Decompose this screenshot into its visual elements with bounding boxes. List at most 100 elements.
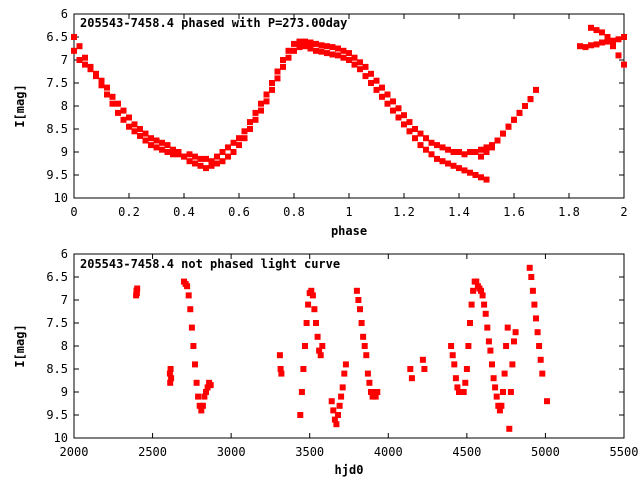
data-point [313, 47, 319, 54]
data-point [307, 45, 314, 52]
data-point [495, 402, 502, 409]
data-point [467, 169, 473, 176]
data-point [196, 402, 203, 409]
x-tick-label: 3500 [295, 445, 324, 459]
data-point [463, 366, 470, 372]
data-point [451, 361, 458, 368]
data-point [478, 287, 484, 294]
data-point [406, 128, 413, 135]
data-point [401, 121, 407, 128]
data-point [164, 142, 171, 149]
data-point [379, 84, 385, 91]
x-tick-label: 2500 [138, 445, 167, 459]
data-point [302, 343, 308, 349]
data-point [461, 167, 468, 174]
data-point [134, 285, 141, 292]
data-point [368, 70, 374, 77]
data-point [166, 370, 173, 377]
data-point [198, 407, 205, 414]
data-point [593, 41, 600, 48]
data-point [539, 370, 546, 377]
data-point [297, 412, 304, 418]
data-point [604, 34, 611, 40]
data-point [181, 153, 187, 160]
data-point [230, 149, 237, 155]
data-point [445, 146, 451, 153]
data-point [280, 63, 286, 70]
data-point [448, 343, 455, 349]
x-tick-label: 0 [70, 205, 77, 219]
data-point [335, 52, 341, 59]
data-point [82, 54, 88, 61]
data-point [303, 320, 310, 326]
data-point [412, 135, 418, 142]
data-point [82, 61, 88, 68]
data-point [621, 61, 627, 68]
data-point [333, 421, 340, 428]
data-point [175, 149, 182, 155]
data-point [328, 398, 335, 405]
data-point [531, 301, 538, 308]
y-tick-label: 7 [61, 53, 68, 67]
data-point [526, 264, 533, 271]
data-point [309, 292, 316, 299]
data-point [362, 73, 369, 80]
data-point [473, 278, 480, 285]
x-tick-label: 1.4 [448, 205, 470, 219]
data-point [456, 165, 462, 172]
data-point [406, 119, 413, 126]
x-tick-label: 5000 [531, 445, 560, 459]
y-tick-label: 6.5 [46, 270, 68, 284]
data-point [363, 352, 370, 359]
data-point [313, 40, 319, 47]
data-point [374, 389, 381, 395]
data-point [483, 149, 490, 155]
x-tick-label: 3000 [217, 445, 246, 459]
data-point [193, 379, 200, 386]
data-point [434, 155, 440, 162]
data-point [188, 324, 195, 331]
data-point [214, 153, 220, 160]
unphased-light-curve-panel: 205543-7458.4 not phased light curve hjd… [13, 247, 638, 477]
data-point [142, 137, 149, 144]
data-point [360, 333, 367, 340]
data-point [319, 343, 326, 349]
phased-light-curve-panel: 205543-7458.4 phased with P=273.00day ph… [13, 7, 628, 238]
data-point [126, 114, 132, 121]
data-point [168, 375, 175, 382]
data-point [527, 96, 534, 103]
data-point [291, 47, 297, 54]
data-point [298, 389, 305, 395]
data-point [302, 38, 308, 45]
data-point [407, 366, 414, 372]
data-point [450, 149, 457, 155]
data-point [384, 91, 391, 98]
data-point [291, 40, 297, 47]
data-point [76, 43, 83, 50]
data-point [153, 144, 160, 151]
data-point [512, 329, 519, 336]
data-point [252, 109, 259, 116]
data-point [120, 116, 127, 123]
data-point [285, 47, 292, 54]
data-point [317, 352, 324, 359]
data-point [544, 398, 550, 405]
data-point [610, 37, 616, 44]
data-point [478, 146, 484, 153]
data-point [483, 144, 490, 151]
data-point [115, 109, 121, 116]
data-point [219, 158, 226, 165]
x-tick-label: 5500 [610, 445, 639, 459]
data-point [500, 130, 506, 137]
data-point [324, 50, 330, 57]
data-point [252, 116, 259, 123]
data-point [170, 151, 176, 158]
data-point [187, 306, 194, 313]
data-point [509, 361, 516, 368]
data-point [329, 44, 336, 51]
data-point [501, 370, 508, 377]
data-point [120, 107, 127, 114]
data-point [461, 151, 468, 158]
y-tick-label: 9 [61, 145, 68, 159]
data-point [329, 51, 336, 58]
